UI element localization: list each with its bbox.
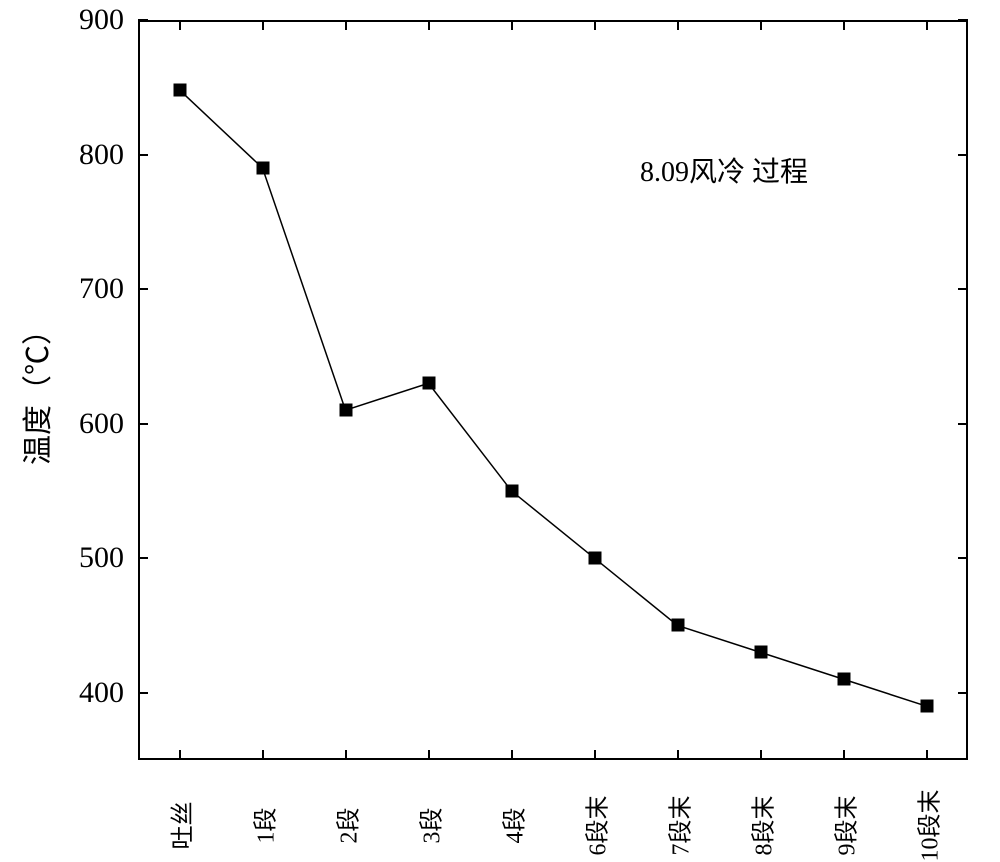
- x-tick: [843, 20, 845, 30]
- y-axis-label: 温度（℃）: [13, 315, 57, 465]
- x-tick: [345, 750, 347, 760]
- x-tick: [760, 750, 762, 760]
- x-tick: [594, 20, 596, 30]
- x-tick-label: 吐丝: [162, 802, 197, 850]
- data-point: [256, 162, 269, 175]
- x-tick: [926, 20, 928, 30]
- x-tick: [926, 750, 928, 760]
- x-tick-label: 1段: [245, 808, 280, 844]
- x-tick: [428, 750, 430, 760]
- data-point: [671, 619, 684, 632]
- x-tick-label: 3段: [411, 808, 446, 844]
- x-tick: [262, 20, 264, 30]
- x-tick: [760, 20, 762, 30]
- y-tick: [958, 19, 968, 21]
- x-tick: [179, 20, 181, 30]
- x-tick-label: 2段: [328, 808, 363, 844]
- x-tick: [428, 20, 430, 30]
- y-tick-label: 400: [0, 676, 124, 710]
- y-tick: [958, 288, 968, 290]
- data-point: [339, 404, 352, 417]
- data-point: [173, 83, 186, 96]
- data-point: [588, 552, 601, 565]
- y-tick: [958, 692, 968, 694]
- x-tick: [262, 750, 264, 760]
- y-tick-label: 500: [0, 541, 124, 575]
- y-tick-label: 900: [0, 3, 124, 37]
- x-tick-label: 8段末: [743, 796, 778, 856]
- y-tick-label: 800: [0, 138, 124, 172]
- chart-annotation: 8.09风冷 过程: [640, 150, 808, 190]
- data-point: [837, 673, 850, 686]
- x-tick-label: 6段末: [577, 796, 612, 856]
- y-tick-label: 700: [0, 272, 124, 306]
- x-tick: [345, 20, 347, 30]
- x-tick-label: 10段末: [909, 790, 944, 862]
- data-point: [422, 377, 435, 390]
- y-tick: [138, 154, 148, 156]
- y-tick: [958, 154, 968, 156]
- x-tick: [677, 20, 679, 30]
- x-tick-label: 9段末: [826, 796, 861, 856]
- y-tick: [138, 19, 148, 21]
- x-tick: [843, 750, 845, 760]
- x-tick: [179, 750, 181, 760]
- y-tick: [138, 423, 148, 425]
- y-tick: [958, 423, 968, 425]
- x-tick: [594, 750, 596, 760]
- x-tick: [677, 750, 679, 760]
- x-tick-label: 4段: [494, 808, 529, 844]
- data-point: [754, 646, 767, 659]
- y-tick: [958, 557, 968, 559]
- plot-area: [138, 20, 968, 760]
- x-tick: [511, 20, 513, 30]
- data-point: [505, 484, 518, 497]
- y-tick: [138, 692, 148, 694]
- y-tick: [138, 288, 148, 290]
- x-tick-label: 7段末: [660, 796, 695, 856]
- x-tick: [511, 750, 513, 760]
- y-tick: [138, 557, 148, 559]
- cooling-process-chart: 400500600700800900温度（℃）吐丝1段2段3段4段6段末7段末8…: [0, 0, 1000, 843]
- data-point: [920, 700, 933, 713]
